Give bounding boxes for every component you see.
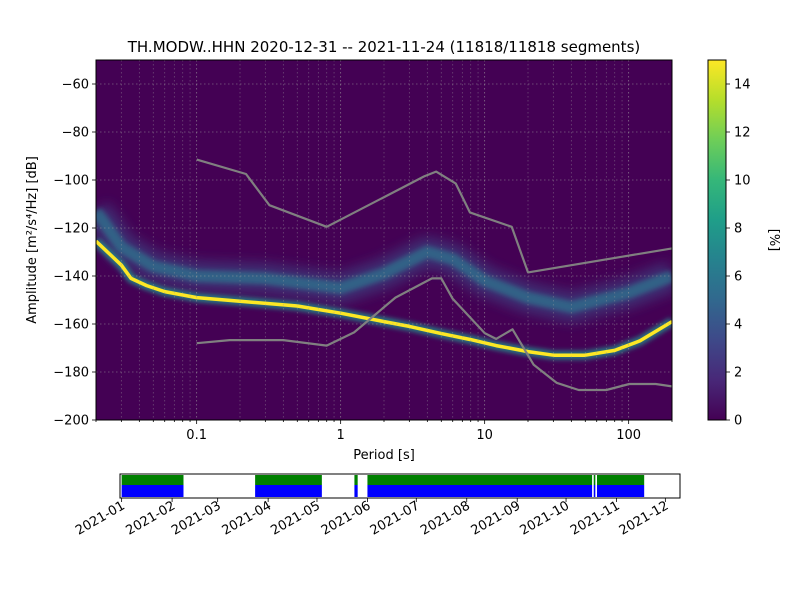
y-axis-label: Amplitude [m²/s⁴/Hz] [dB] — [25, 156, 40, 324]
timeline-tick-label: 2021-02 — [124, 498, 179, 538]
high-noise-model — [196, 158, 672, 274]
x-axis-label: Period [s] — [353, 448, 415, 463]
x-tick-label: 1 — [337, 428, 345, 443]
x-tick-label: 10 — [476, 428, 493, 443]
x-tick-label: 100 — [616, 428, 641, 443]
timeline-tick-label: 2021-07 — [368, 498, 423, 538]
colorbar-tick-label: 12 — [734, 126, 751, 141]
grid-lines — [95, 60, 673, 420]
colorbar-label: [%] — [766, 229, 781, 252]
y-tick-label: −140 — [53, 270, 89, 285]
colorbar-tick-label: 8 — [734, 222, 742, 237]
data-coverage-bar — [121, 485, 184, 497]
colorbar-tick-label: 10 — [734, 174, 751, 189]
colorbar-tick-label: 14 — [734, 78, 751, 93]
psd-coverage-bar — [367, 475, 593, 485]
colorbar-tick-label: 6 — [734, 270, 742, 285]
colorbar-gradient — [707, 59, 727, 421]
data-coverage-bar — [354, 485, 358, 497]
plot-area — [95, 59, 673, 421]
y-tick-label: −60 — [62, 78, 89, 93]
y-tick-label: −200 — [53, 414, 89, 429]
timeline-frame — [119, 473, 681, 499]
coverage-bars — [121, 475, 645, 497]
psd-coverage-bar — [593, 475, 596, 485]
timeline-tick-label: 2021-08 — [418, 498, 473, 538]
low-noise-model — [196, 277, 672, 392]
coverage-timeline: 2021-012021-022021-032021-042021-052021-… — [73, 473, 681, 539]
colorbar-ticks: 0 2 4 6 8 10 12 14 — [726, 78, 751, 429]
mode-line — [96, 239, 672, 357]
noise-models — [196, 158, 672, 392]
y-tick-label: −100 — [53, 174, 89, 189]
chart-title: TH.MODW..HHN 2020-12-31 -- 2021-11-24 (1… — [127, 38, 640, 56]
y-tick-label: −80 — [62, 126, 89, 141]
colorbar-tick-label: 0 — [734, 414, 742, 429]
colorbar: 0 2 4 6 8 10 12 14 [%] — [707, 59, 781, 429]
data-coverage-bar — [593, 485, 596, 497]
y-tick-label: −160 — [53, 318, 89, 333]
x-axis: 0.1 1 10 100 — [95, 420, 673, 443]
timeline-tick-label: 2021-01 — [73, 498, 128, 538]
data-coverage-bar — [367, 485, 593, 497]
noise-band-core — [96, 207, 672, 314]
x-tick-label: 0.1 — [186, 428, 207, 443]
psd-coverage-bar — [255, 475, 322, 485]
timeline-tick-label: 2021-05 — [268, 498, 323, 538]
data-coverage-bar — [255, 485, 322, 497]
y-tick-label: −120 — [53, 222, 89, 237]
timeline-tick-label: 2021-10 — [517, 498, 572, 538]
psd-coverage-bar — [596, 475, 645, 485]
timeline-tick-label: 2021-06 — [319, 498, 374, 538]
plot-background — [96, 60, 672, 420]
psd-coverage-bar — [121, 475, 184, 485]
y-tick-label: −180 — [53, 366, 89, 381]
colorbar-tick-label: 4 — [734, 318, 742, 333]
timeline-tick-label: 2021-09 — [469, 498, 524, 538]
timeline-tick-label: 2021-12 — [617, 498, 672, 538]
timeline-tick-label: 2021-11 — [568, 498, 623, 538]
colorbar-tick-label: 2 — [734, 366, 742, 381]
heatmap-layer — [96, 202, 672, 360]
data-coverage-bar — [596, 485, 645, 497]
timeline-ticks: 2021-012021-022021-032021-042021-052021-… — [73, 498, 671, 539]
timeline-tick-label: 2021-03 — [169, 498, 224, 538]
timeline-tick-label: 2021-04 — [220, 498, 275, 538]
psd-coverage-bar — [354, 475, 358, 485]
y-axis: −60 −80 −100 −120 −140 −160 −180 −200 — [53, 78, 96, 429]
